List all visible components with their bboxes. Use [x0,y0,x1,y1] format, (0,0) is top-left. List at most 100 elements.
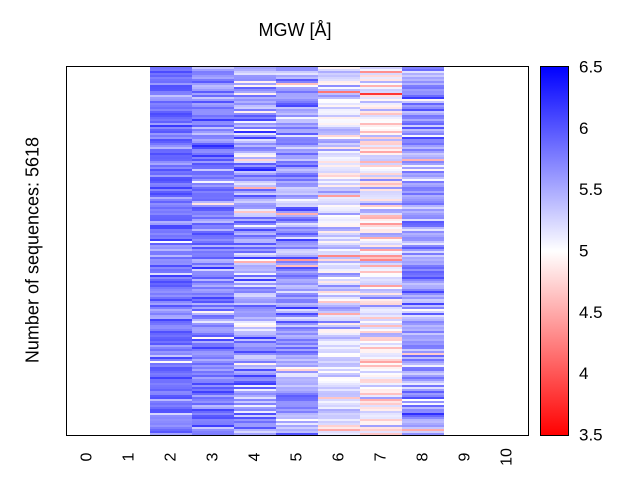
heatmap-cell [402,159,444,162]
heatmap-cell [192,105,234,108]
heatmap-cell [150,123,192,126]
heatmap-cell [150,95,192,98]
heatmap-cell [276,375,318,378]
heatmap-cell [318,173,360,176]
colorbar-tick-label: 6 [579,119,588,138]
heatmap-cell [318,399,360,402]
heatmap-cell [318,309,360,312]
heatmap-cell [402,77,444,80]
heatmap-cell [318,241,360,244]
heatmap-cell [360,299,402,302]
heatmap-cell [318,365,360,368]
heatmap-cell [360,177,402,180]
heatmap-cell [150,431,192,434]
heatmap-cell [318,423,360,426]
heatmap-cell [234,97,276,100]
heatmap-cell [402,369,444,372]
heatmap-cell [402,321,444,324]
heatmap-cell [276,77,318,80]
heatmap-cell [192,181,234,184]
heatmap-cell [360,321,402,324]
heatmap-cell [192,243,234,246]
heatmap-cell [150,165,192,168]
heatmap-cell [360,211,402,214]
heatmap-cell [150,127,192,130]
heatmap-cell [318,85,360,88]
heatmap-cell [360,131,402,134]
heatmap-cell [234,235,276,238]
heatmap-cell [360,101,402,104]
heatmap-cell [192,139,234,142]
heatmap-cell [192,81,234,84]
heatmap-cell [318,153,360,156]
heatmap-cell [276,319,318,322]
heatmap-cell [192,295,234,298]
heatmap-cell [318,121,360,124]
heatmap-cell [192,187,234,190]
heatmap-cell [360,247,402,250]
heatmap-cell [234,337,276,340]
heatmap-cell [402,289,444,292]
heatmap-cell [402,347,444,350]
heatmap-cell [234,325,276,328]
heatmap-cell [150,377,192,380]
heatmap-cell [234,353,276,356]
heatmap-cell [402,67,444,70]
heatmap-cell [234,95,276,98]
heatmap-cell [276,315,318,318]
heatmap-cell [276,325,318,328]
heatmap-cell [234,89,276,92]
heatmap-cell [318,231,360,234]
heatmap-cell [402,171,444,174]
heatmap-cell [234,309,276,312]
heatmap-cell [234,251,276,254]
heatmap-cell [192,89,234,92]
heatmap-cell [192,211,234,214]
heatmap-cell [360,113,402,116]
heatmap-cell [360,147,402,150]
heatmap-cell [192,177,234,180]
heatmap-cell [234,399,276,402]
heatmap-cell [150,263,192,266]
heatmap-cell [192,289,234,292]
heatmap-cell [192,329,234,332]
heatmap-cell [402,331,444,334]
heatmap-cell [150,157,192,160]
heatmap-cell [360,293,402,296]
heatmap-cell [150,137,192,140]
heatmap-cell [192,261,234,264]
heatmap-cell [402,367,444,370]
heatmap-cell [150,287,192,290]
heatmap-cell [360,203,402,206]
heatmap-cell [150,407,192,410]
heatmap-cell [402,129,444,132]
heatmap-cell [150,331,192,334]
heatmap-cell [318,353,360,356]
heatmap-cell [402,155,444,158]
chart-title: MGW [Å] [258,20,332,40]
heatmap-cell [318,77,360,80]
heatmap-cell [318,403,360,406]
heatmap-cell [150,427,192,430]
heatmap-cell [360,105,402,108]
heatmap-cell [276,407,318,410]
heatmap-cell [318,359,360,362]
heatmap-cell [360,253,402,256]
heatmap-cell [192,99,234,102]
heatmap-cell [360,417,402,420]
heatmap-cell [360,297,402,300]
heatmap-cell [234,241,276,244]
heatmap-cell [234,345,276,348]
heatmap-cell [150,429,192,432]
heatmap-cell [318,297,360,300]
heatmap-cell [192,233,234,236]
heatmap-cell [234,209,276,212]
heatmap-cell [402,135,444,138]
heatmap-cell [234,413,276,416]
heatmap-cell [276,309,318,312]
heatmap-cell [402,319,444,322]
heatmap-cell [192,343,234,346]
heatmap-cell [360,145,402,148]
heatmap-cell [360,227,402,230]
plot-frame [66,66,529,436]
